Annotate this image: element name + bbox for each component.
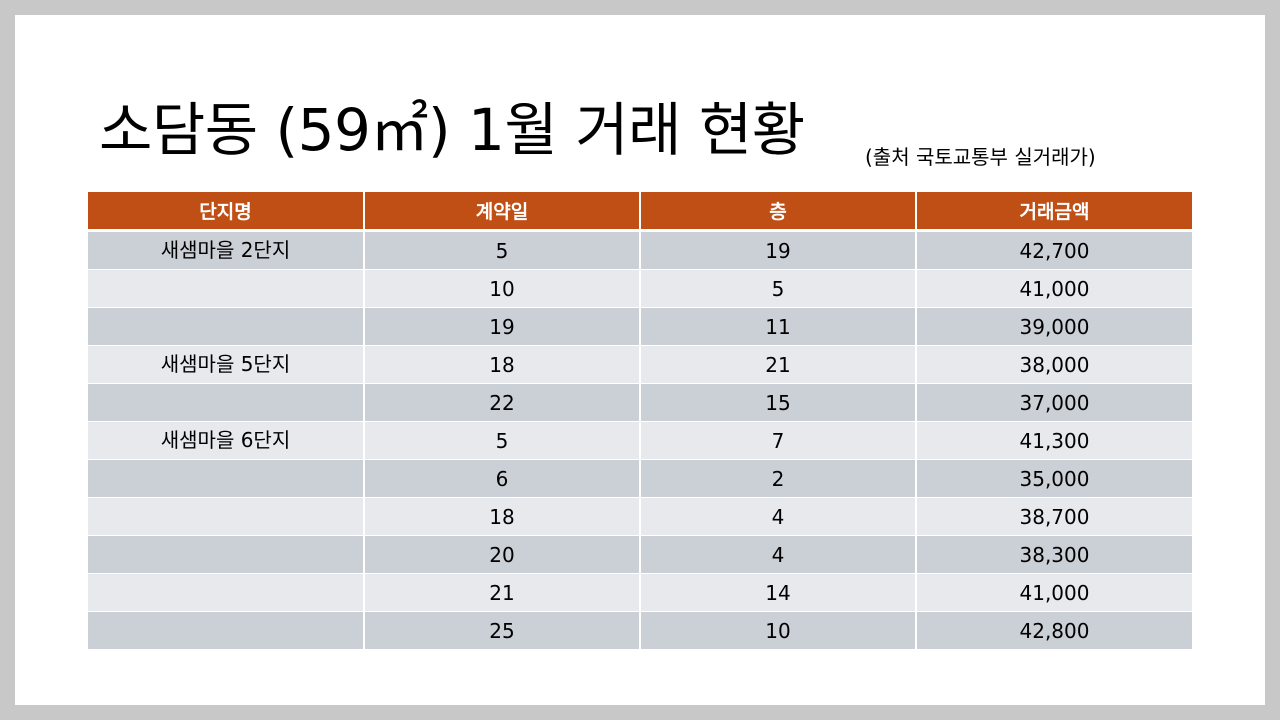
cell-complex bbox=[88, 383, 364, 422]
cell-complex: 새샘마을 5단지 bbox=[88, 345, 364, 384]
cell-complex bbox=[88, 269, 364, 308]
cell-floor: 4 bbox=[639, 497, 916, 536]
header-floor: 층 bbox=[639, 192, 916, 232]
cell-day: 18 bbox=[363, 345, 640, 384]
table-row: 19 11 39,000 bbox=[88, 307, 1192, 346]
cell-day: 10 bbox=[363, 269, 640, 308]
slide-title: 소담동 (59㎡) 1월 거래 현황 bbox=[99, 96, 805, 164]
cell-floor: 11 bbox=[639, 307, 916, 346]
complex-name: 새샘마을 5단지 bbox=[160, 352, 291, 376]
table-row: 21 14 41,000 bbox=[88, 573, 1192, 612]
table-row: 새샘마을 6단지 5 7 41,300 bbox=[88, 421, 1192, 460]
cell-price: 35,000 bbox=[915, 459, 1192, 498]
transactions-table: 단지명 계약일 층 거래금액 새샘마을 2단지 5 19 42,700 10 5 bbox=[88, 192, 1192, 649]
cell-complex bbox=[88, 307, 364, 346]
cell-floor: 21 bbox=[639, 345, 916, 384]
table-row: 18 4 38,700 bbox=[88, 497, 1192, 536]
cell-complex bbox=[88, 611, 364, 649]
cell-price: 41,300 bbox=[915, 421, 1192, 460]
cell-floor: 19 bbox=[639, 230, 916, 270]
cell-complex bbox=[88, 497, 364, 536]
header-price: 거래금액 bbox=[915, 192, 1192, 232]
cell-complex: 새샘마을 2단지 bbox=[88, 230, 364, 270]
cell-floor: 5 bbox=[639, 269, 916, 308]
table-row: 6 2 35,000 bbox=[88, 459, 1192, 498]
table-header-row: 단지명 계약일 층 거래금액 bbox=[88, 192, 1192, 232]
cell-day: 21 bbox=[363, 573, 640, 612]
table-row: 10 5 41,000 bbox=[88, 269, 1192, 308]
complex-name: 새샘마을 6단지 bbox=[160, 428, 291, 452]
cell-day: 18 bbox=[363, 497, 640, 536]
cell-floor: 4 bbox=[639, 535, 916, 574]
cell-complex bbox=[88, 573, 364, 612]
cell-day: 19 bbox=[363, 307, 640, 346]
cell-price: 39,000 bbox=[915, 307, 1192, 346]
cell-day: 5 bbox=[363, 421, 640, 460]
table-row: 새샘마을 2단지 5 19 42,700 bbox=[88, 230, 1192, 270]
table-row: 새샘마을 5단지 18 21 38,000 bbox=[88, 345, 1192, 384]
cell-price: 42,700 bbox=[915, 230, 1192, 270]
table-row: 25 10 42,800 bbox=[88, 611, 1192, 649]
cell-price: 38,300 bbox=[915, 535, 1192, 574]
cell-day: 5 bbox=[363, 230, 640, 270]
table-row: 20 4 38,300 bbox=[88, 535, 1192, 574]
cell-day: 25 bbox=[363, 611, 640, 649]
cell-price: 38,000 bbox=[915, 345, 1192, 384]
cell-floor: 2 bbox=[639, 459, 916, 498]
source-note: (출처 국토교통부 실거래가) bbox=[865, 145, 1096, 169]
cell-floor: 15 bbox=[639, 383, 916, 422]
header-complex: 단지명 bbox=[88, 192, 364, 232]
cell-floor: 14 bbox=[639, 573, 916, 612]
cell-price: 38,700 bbox=[915, 497, 1192, 536]
cell-price: 41,000 bbox=[915, 573, 1192, 612]
slide: 소담동 (59㎡) 1월 거래 현황 (출처 국토교통부 실거래가) 단지명 계… bbox=[15, 15, 1265, 705]
transactions-table-container: 단지명 계약일 층 거래금액 새샘마을 2단지 5 19 42,700 10 5 bbox=[88, 192, 1192, 649]
cell-complex: 새샘마을 6단지 bbox=[88, 421, 364, 460]
cell-floor: 10 bbox=[639, 611, 916, 649]
table-row: 22 15 37,000 bbox=[88, 383, 1192, 422]
cell-day: 6 bbox=[363, 459, 640, 498]
cell-day: 20 bbox=[363, 535, 640, 574]
header-contract-day: 계약일 bbox=[363, 192, 640, 232]
complex-name: 새샘마을 2단지 bbox=[160, 238, 291, 262]
cell-day: 22 bbox=[363, 383, 640, 422]
cell-price: 42,800 bbox=[915, 611, 1192, 649]
cell-floor: 7 bbox=[639, 421, 916, 460]
cell-price: 37,000 bbox=[915, 383, 1192, 422]
cell-complex bbox=[88, 535, 364, 574]
cell-complex bbox=[88, 459, 364, 498]
cell-price: 41,000 bbox=[915, 269, 1192, 308]
